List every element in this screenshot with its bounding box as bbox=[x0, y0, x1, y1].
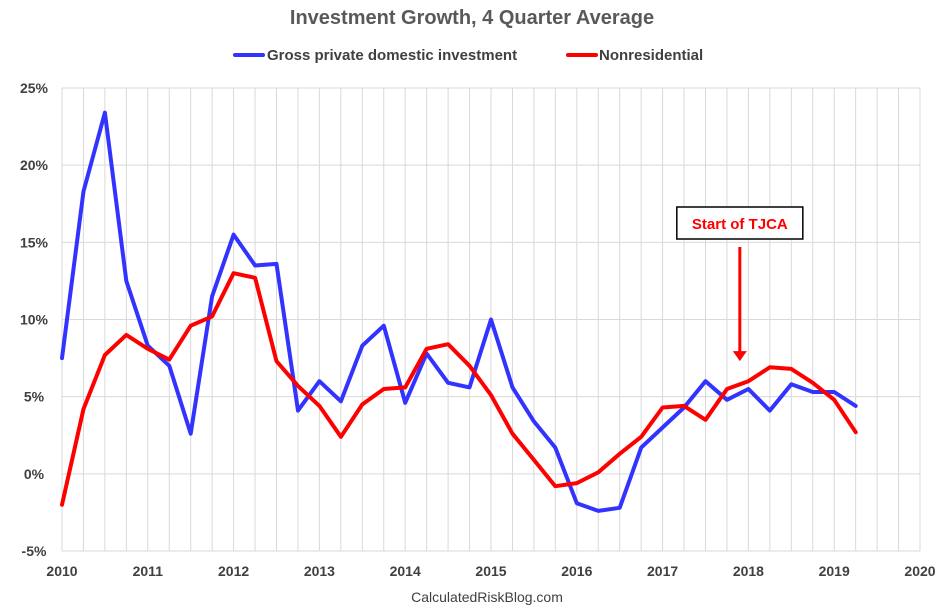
x-tick-label: 2010 bbox=[46, 563, 77, 579]
x-tick-label: 2017 bbox=[647, 563, 678, 579]
x-tick-label: 2013 bbox=[304, 563, 335, 579]
y-tick-label: 25% bbox=[20, 80, 49, 96]
annotation-box bbox=[676, 206, 804, 240]
legend-label-nonresidential: Nonresidential bbox=[599, 47, 703, 64]
y-tick-label: -5% bbox=[22, 543, 47, 559]
x-tick-label: 2019 bbox=[819, 563, 850, 579]
y-tick-label: 5% bbox=[24, 389, 45, 405]
plot-area: -5% 0% 5% 10% 15% 20% 25% 2010 2011 2012 2013 2014 2… bbox=[20, 80, 936, 579]
series-line-nonresidential bbox=[60, 271, 858, 507]
annotation-label: Start of TJCA bbox=[692, 216, 788, 233]
source-label: CalculatedRiskBlog.com bbox=[411, 589, 563, 605]
x-tick-label: 2018 bbox=[733, 563, 764, 579]
y-tick-label: 10% bbox=[20, 312, 49, 328]
x-tick-label: 2011 bbox=[133, 563, 164, 579]
y-tick-label: 0% bbox=[24, 466, 45, 482]
series-line-gross-private-domestic-investment bbox=[60, 110, 858, 513]
chart-title: Investment Growth, 4 Quarter Average bbox=[290, 7, 654, 29]
x-tick-label: 2012 bbox=[218, 563, 249, 579]
legend-label-gross: Gross private domestic investment bbox=[267, 47, 517, 64]
x-tick-label: 2020 bbox=[904, 563, 935, 579]
x-tick-label: 2014 bbox=[390, 563, 421, 579]
y-tick-label: 15% bbox=[20, 234, 49, 250]
x-tick-label: 2016 bbox=[561, 563, 592, 579]
y-tick-label: 20% bbox=[20, 157, 49, 173]
x-tick-label: 2015 bbox=[475, 563, 506, 579]
legend: Gross private domestic investment Nonres… bbox=[233, 47, 703, 64]
annotation-arrow-head bbox=[732, 351, 747, 362]
